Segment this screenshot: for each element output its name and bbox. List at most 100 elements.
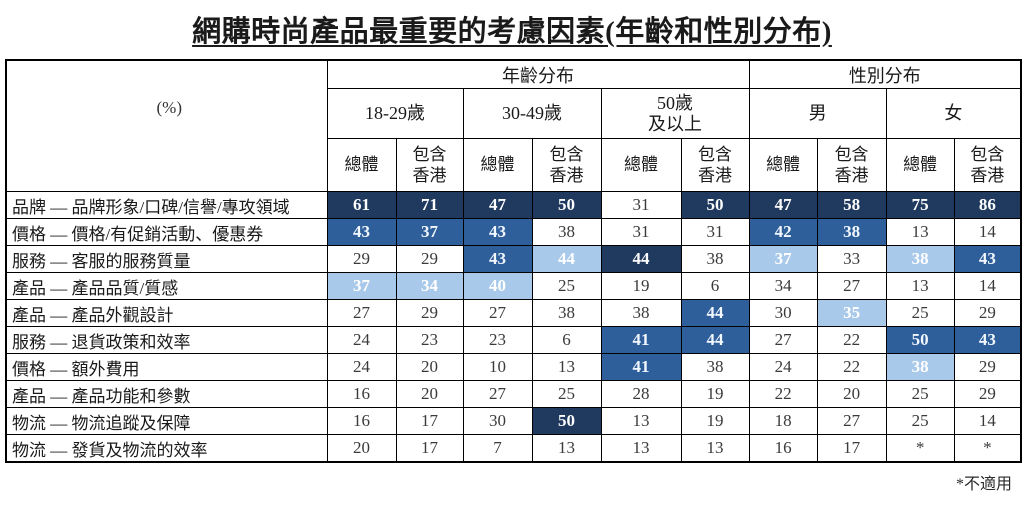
- data-cell: 13: [885, 272, 955, 300]
- table-row: 產品 — 產品品質/質感 37 34 40 25 19 6 34 27 13 14: [5, 272, 1022, 300]
- male-header: 男: [748, 88, 887, 139]
- data-cell: 58: [816, 191, 887, 219]
- data-cell: 44: [680, 326, 750, 354]
- group-header-row: (%) 年齡分布 性別分布: [5, 59, 1022, 192]
- data-cell: 19: [680, 380, 750, 408]
- data-cell: 27: [326, 299, 397, 327]
- data-cell: 50: [531, 407, 602, 435]
- table-row: 服務 — 客服的服務質量 29 29 43 44 44 38 37 33 38 43: [5, 245, 1022, 273]
- gender-distribution-header: 性別分布: [748, 59, 1022, 89]
- data-cell: 47: [748, 191, 818, 219]
- row-label: 產品 — 產品外觀設計: [5, 299, 328, 327]
- row-label: 物流 — 物流追蹤及保障: [5, 407, 328, 435]
- table-row: 物流 — 物流追蹤及保障 16 17 30 50 13 19 18 27 25 14: [5, 407, 1022, 435]
- row-label: 物流 — 發貨及物流的效率: [5, 434, 328, 463]
- data-cell: 29: [395, 299, 464, 327]
- row-label: 服務 — 退貨政策和效率: [5, 326, 328, 354]
- data-cell: 43: [953, 245, 1022, 273]
- data-cell: 28: [600, 380, 682, 408]
- page-title: 網購時尚產品最重要的考慮因素(年齡和性別分布): [192, 16, 832, 48]
- data-cell: 38: [531, 218, 602, 246]
- data-cell: 50: [885, 326, 955, 354]
- data-cell: 35: [816, 299, 887, 327]
- data-cell: 22: [816, 326, 887, 354]
- data-cell: 20: [816, 380, 887, 408]
- subcolumn-header-row: 總體 包含 香港 總體 包含 香港 總體 包含 香港 總體 包含 香港 總體 包含 香港: [6, 138, 1022, 192]
- data-cell: *: [953, 434, 1022, 463]
- data-cell: 34: [748, 272, 818, 300]
- subcolumn-header: 總體: [462, 138, 533, 192]
- table-row: 產品 — 產品外觀設計 27 29 27 38 38 44 30 35 25 29: [5, 299, 1022, 327]
- data-cell: 13: [600, 434, 682, 463]
- table-row: 產品 — 產品功能和參數 16 20 27 25 28 19 22 20 25 29: [5, 380, 1022, 408]
- data-cell: 20: [326, 434, 397, 463]
- data-cell: 16: [326, 407, 397, 435]
- percent-unit-cell: (%): [5, 59, 328, 192]
- data-cell: 14: [953, 218, 1022, 246]
- data-cell: 13: [531, 434, 602, 463]
- data-cell: 13: [680, 434, 750, 463]
- data-cell: 37: [326, 272, 397, 300]
- data-cell: 37: [395, 218, 464, 246]
- data-cell: 43: [462, 245, 533, 273]
- data-cell: 27: [462, 380, 533, 408]
- data-cell: 25: [885, 380, 955, 408]
- data-cell: 16: [326, 380, 397, 408]
- data-cell: 24: [326, 353, 397, 381]
- subgroup-header-row: 18-29歲 30-49歲 50歲 及以上 男 女: [6, 88, 1022, 139]
- data-cell: 17: [395, 407, 464, 435]
- data-cell: 47: [462, 191, 533, 219]
- age-50-plus-header: 50歲 及以上: [600, 88, 750, 139]
- data-cell: 17: [816, 434, 887, 463]
- data-cell: 86: [953, 191, 1022, 219]
- data-cell: 24: [326, 326, 397, 354]
- data-cell: 27: [462, 299, 533, 327]
- age-18-29-header: 18-29歲: [326, 88, 464, 139]
- data-cell: 19: [680, 407, 750, 435]
- table-row: 物流 — 發貨及物流的效率 20 17 7 13 13 13 16 17 * *: [5, 434, 1022, 463]
- subcolumn-header: 總體: [600, 138, 682, 192]
- subcolumn-header: 總體: [748, 138, 818, 192]
- data-cell: 38: [885, 245, 955, 273]
- data-cell: 24: [748, 353, 818, 381]
- data-cell: 25: [531, 272, 602, 300]
- data-cell: 27: [816, 407, 887, 435]
- data-cell: 75: [885, 191, 955, 219]
- row-label: 價格 — 價格/有促銷活動、優惠券: [5, 218, 328, 246]
- data-cell: 34: [395, 272, 464, 300]
- age-distribution-header: 年齡分布: [326, 59, 750, 89]
- data-cell: 38: [680, 245, 750, 273]
- data-cell: 38: [816, 218, 887, 246]
- data-cell: 13: [600, 407, 682, 435]
- data-cell: 50: [680, 191, 750, 219]
- data-cell: 44: [531, 245, 602, 273]
- subcolumn-header: 總體: [326, 138, 397, 192]
- row-label: 價格 — 額外費用: [5, 353, 328, 381]
- data-cell: 43: [462, 218, 533, 246]
- data-cell: 6: [680, 272, 750, 300]
- data-cell: 14: [953, 272, 1022, 300]
- data-cell: 13: [885, 218, 955, 246]
- data-cell: 37: [748, 245, 818, 273]
- subcolumn-header: 包含 香港: [680, 138, 750, 192]
- data-cell: 40: [462, 272, 533, 300]
- data-cell: 43: [953, 326, 1022, 354]
- table-row: 品牌 — 品牌形象/口碑/信譽/專攻領域 61 71 47 50 31 50 47 58 75 86: [5, 191, 1022, 219]
- subcolumn-header: 包含 香港: [953, 138, 1022, 192]
- data-cell: 20: [395, 380, 464, 408]
- data-table: (%) 年齡分布 性別分布 18-29歲 30-49歲 50歲 及以上 男 女 …: [5, 59, 1023, 463]
- data-cell: 50: [531, 191, 602, 219]
- data-cell: 20: [395, 353, 464, 381]
- data-cell: 17: [395, 434, 464, 463]
- data-cell: 33: [816, 245, 887, 273]
- data-cell: 29: [953, 380, 1022, 408]
- data-cell: 41: [600, 326, 682, 354]
- data-cell: 29: [953, 353, 1022, 381]
- data-cell: 30: [462, 407, 533, 435]
- row-label: 產品 — 產品功能和參數: [5, 380, 328, 408]
- data-cell: 38: [680, 353, 750, 381]
- percent-unit-label: (%): [156, 98, 182, 117]
- row-label: 服務 — 客服的服務質量: [5, 245, 328, 273]
- data-cell: 14: [953, 407, 1022, 435]
- data-cell: 22: [816, 353, 887, 381]
